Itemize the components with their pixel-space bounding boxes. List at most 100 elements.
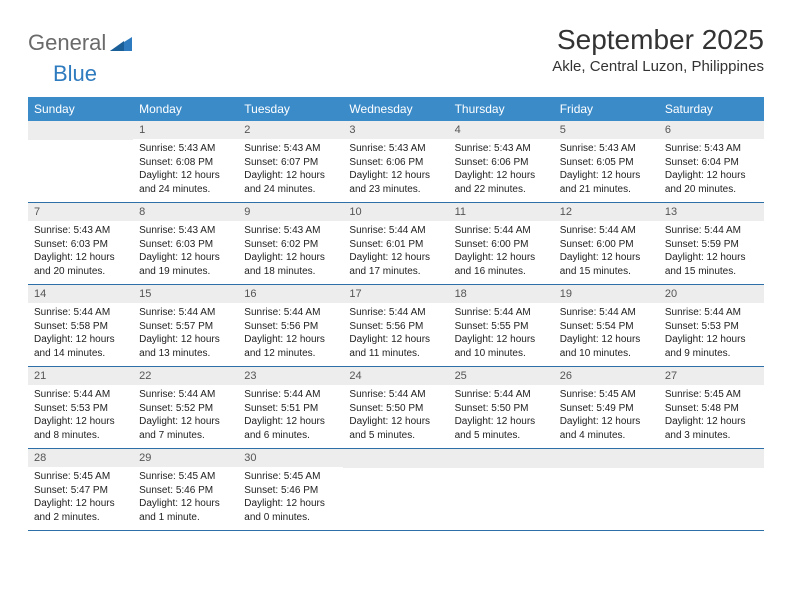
cell-body: Sunrise: 5:44 AMSunset: 6:01 PMDaylight:… (343, 221, 448, 284)
sunrise-text: Sunrise: 5:44 AM (665, 224, 758, 238)
sunset-text: Sunset: 6:08 PM (139, 156, 232, 170)
sunset-text: Sunset: 5:46 PM (244, 484, 337, 498)
calendar-cell: 18Sunrise: 5:44 AMSunset: 5:55 PMDayligh… (449, 285, 554, 366)
sunset-text: Sunset: 5:46 PM (139, 484, 232, 498)
sunrise-text: Sunrise: 5:44 AM (34, 388, 127, 402)
calendar-cell: 3Sunrise: 5:43 AMSunset: 6:06 PMDaylight… (343, 121, 448, 202)
daylight-line1: Daylight: 12 hours (244, 415, 337, 429)
sunset-text: Sunset: 5:49 PM (560, 402, 653, 416)
cell-body: Sunrise: 5:43 AMSunset: 6:05 PMDaylight:… (554, 139, 659, 202)
calendar-cell: 1Sunrise: 5:43 AMSunset: 6:08 PMDaylight… (133, 121, 238, 202)
day-number: 23 (238, 367, 343, 385)
day-header-cell: Friday (554, 97, 659, 121)
day-number: 27 (659, 367, 764, 385)
cell-body: Sunrise: 5:44 AMSunset: 6:00 PMDaylight:… (554, 221, 659, 284)
sunrise-text: Sunrise: 5:43 AM (244, 142, 337, 156)
day-number: 26 (554, 367, 659, 385)
daylight-line1: Daylight: 12 hours (349, 415, 442, 429)
cell-body: Sunrise: 5:45 AMSunset: 5:48 PMDaylight:… (659, 385, 764, 448)
cell-body: Sunrise: 5:44 AMSunset: 5:53 PMDaylight:… (28, 385, 133, 448)
calendar-cell: 27Sunrise: 5:45 AMSunset: 5:48 PMDayligh… (659, 367, 764, 448)
cell-body: Sunrise: 5:44 AMSunset: 5:58 PMDaylight:… (28, 303, 133, 366)
sunrise-text: Sunrise: 5:43 AM (560, 142, 653, 156)
cell-body: Sunrise: 5:45 AMSunset: 5:49 PMDaylight:… (554, 385, 659, 448)
daylight-line1: Daylight: 12 hours (139, 333, 232, 347)
calendar-cell (343, 449, 448, 530)
cell-body: Sunrise: 5:43 AMSunset: 6:03 PMDaylight:… (28, 221, 133, 284)
day-header-cell: Sunday (28, 97, 133, 121)
day-number: 6 (659, 121, 764, 139)
cell-body: Sunrise: 5:45 AMSunset: 5:47 PMDaylight:… (28, 467, 133, 530)
daylight-line1: Daylight: 12 hours (349, 251, 442, 265)
sunset-text: Sunset: 6:00 PM (560, 238, 653, 252)
day-number: 14 (28, 285, 133, 303)
daylight-line1: Daylight: 12 hours (455, 169, 548, 183)
sunset-text: Sunset: 5:51 PM (244, 402, 337, 416)
daylight-line1: Daylight: 12 hours (34, 251, 127, 265)
cell-body: Sunrise: 5:44 AMSunset: 5:52 PMDaylight:… (133, 385, 238, 448)
daylight-line2: and 1 minute. (139, 511, 232, 525)
calendar-cell (554, 449, 659, 530)
calendar-cell: 6Sunrise: 5:43 AMSunset: 6:04 PMDaylight… (659, 121, 764, 202)
sunrise-text: Sunrise: 5:43 AM (665, 142, 758, 156)
daylight-line2: and 18 minutes. (244, 265, 337, 279)
calendar-page: General September 2025 Akle, Central Luz… (0, 0, 792, 555)
day-number: 13 (659, 203, 764, 221)
daylight-line2: and 5 minutes. (349, 429, 442, 443)
daylight-line2: and 3 minutes. (665, 429, 758, 443)
daylight-line2: and 8 minutes. (34, 429, 127, 443)
sunset-text: Sunset: 6:00 PM (455, 238, 548, 252)
calendar-cell: 23 Sunrise: 5:44 AMSunset: 5:51 PMDayligh… (238, 367, 343, 448)
daylight-line1: Daylight: 12 hours (34, 497, 127, 511)
daylight-line2: and 6 minutes. (244, 429, 337, 443)
cell-body: Sunrise: 5:44 AMSunset: 5:56 PMDaylight:… (238, 303, 343, 366)
cell-body: Sunrise: 5:43 AMSunset: 6:03 PMDaylight:… (133, 221, 238, 284)
sunrise-text: Sunrise: 5:45 AM (139, 470, 232, 484)
day-number: 11 (449, 203, 554, 221)
sunrise-text: Sunrise: 5:44 AM (560, 306, 653, 320)
calendar-cell: 19Sunrise: 5:44 AMSunset: 5:54 PMDayligh… (554, 285, 659, 366)
calendar-cell: 26Sunrise: 5:45 AMSunset: 5:49 PMDayligh… (554, 367, 659, 448)
cell-body: Sunrise: 5:43 AMSunset: 6:06 PMDaylight:… (343, 139, 448, 202)
calendar-cell: 13Sunrise: 5:44 AMSunset: 5:59 PMDayligh… (659, 203, 764, 284)
daylight-line1: Daylight: 12 hours (34, 415, 127, 429)
day-number: 28 (28, 449, 133, 467)
calendar-cell: 17Sunrise: 5:44 AMSunset: 5:56 PMDayligh… (343, 285, 448, 366)
day-number: 9 (238, 203, 343, 221)
calendar-cell: 22Sunrise: 5:44 AMSunset: 5:52 PMDayligh… (133, 367, 238, 448)
daylight-line2: and 0 minutes. (244, 511, 337, 525)
cell-body: Sunrise: 5:43 AMSunset: 6:04 PMDaylight:… (659, 139, 764, 202)
cell-body: Sunrise: 5:45 AMSunset: 5:46 PMDaylight:… (133, 467, 238, 530)
cell-body: Sunrise: 5:44 AMSunset: 5:59 PMDaylight:… (659, 221, 764, 284)
sunrise-text: Sunrise: 5:44 AM (244, 388, 337, 402)
week-row: 7Sunrise: 5:43 AMSunset: 6:03 PMDaylight… (28, 203, 764, 285)
calendar-cell: 2 Sunrise: 5:43 AMSunset: 6:07 PMDaylight… (238, 121, 343, 202)
sunset-text: Sunset: 6:07 PM (244, 156, 337, 170)
daylight-line1: Daylight: 12 hours (560, 415, 653, 429)
day-number (343, 449, 448, 468)
daylight-line2: and 24 minutes. (244, 183, 337, 197)
day-number: 3 (343, 121, 448, 139)
sunset-text: Sunset: 6:04 PM (665, 156, 758, 170)
sunrise-text: Sunrise: 5:43 AM (455, 142, 548, 156)
week-row: 14Sunrise: 5:44 AMSunset: 5:58 PMDayligh… (28, 285, 764, 367)
daylight-line2: and 15 minutes. (560, 265, 653, 279)
calendar-cell: 7Sunrise: 5:43 AMSunset: 6:03 PMDaylight… (28, 203, 133, 284)
sunrise-text: Sunrise: 5:43 AM (139, 224, 232, 238)
day-number: 2 (238, 121, 343, 139)
day-header-row: SundayMondayTuesdayWednesdayThursdayFrid… (28, 97, 764, 121)
daylight-line1: Daylight: 12 hours (455, 333, 548, 347)
sunset-text: Sunset: 5:54 PM (560, 320, 653, 334)
cell-body: Sunrise: 5:44 AMSunset: 6:00 PMDaylight:… (449, 221, 554, 284)
daylight-line2: and 19 minutes. (139, 265, 232, 279)
day-number: 20 (659, 285, 764, 303)
daylight-line1: Daylight: 12 hours (244, 169, 337, 183)
calendar-cell (659, 449, 764, 530)
location-text: Akle, Central Luzon, Philippines (552, 58, 764, 75)
daylight-line1: Daylight: 12 hours (455, 415, 548, 429)
weeks-container: 1Sunrise: 5:43 AMSunset: 6:08 PMDaylight… (28, 121, 764, 531)
calendar-cell: 9Sunrise: 5:43 AMSunset: 6:02 PMDaylight… (238, 203, 343, 284)
sunset-text: Sunset: 5:48 PM (665, 402, 758, 416)
sunset-text: Sunset: 5:53 PM (665, 320, 758, 334)
daylight-line1: Daylight: 12 hours (349, 169, 442, 183)
